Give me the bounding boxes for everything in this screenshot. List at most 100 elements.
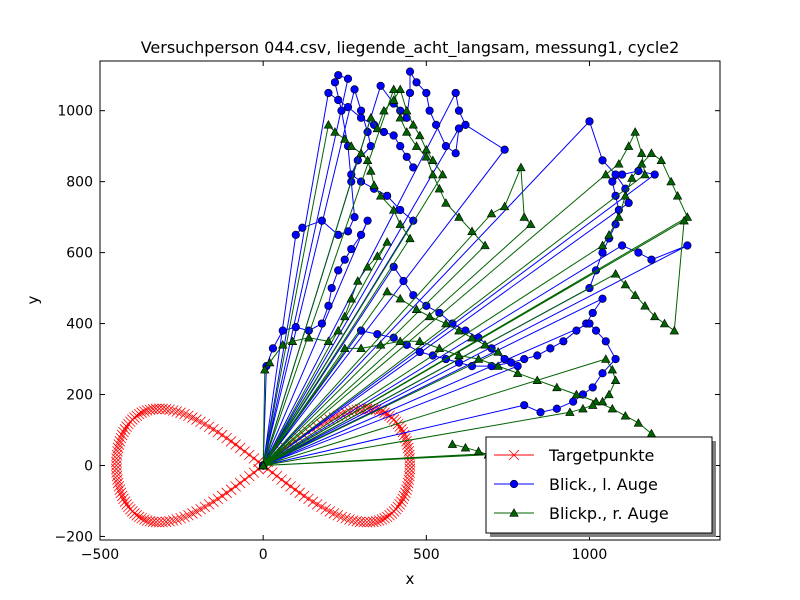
left-eye-point: [356, 230, 366, 239]
targetpunkt-marker: [136, 512, 147, 524]
left-eye-point: [598, 294, 607, 303]
right-eye-point: [415, 336, 425, 345]
right-eye-point: [340, 311, 350, 321]
right-eye-point: [620, 279, 631, 289]
right-eye-point: [395, 219, 405, 228]
targetpunkt-marker: [118, 426, 129, 438]
legend-marker: [508, 449, 520, 461]
targetpunkt-marker: [221, 487, 232, 499]
right-eye-point: [287, 336, 298, 345]
left-eye-point: [500, 354, 509, 364]
right-eye-point: [405, 233, 415, 243]
right-eye-point: [362, 155, 373, 165]
right-eye-point: [395, 84, 405, 94]
targetpunkt-marker: [401, 436, 412, 447]
targetpunkt-marker: [354, 516, 366, 528]
right-eye-point: [672, 191, 683, 200]
left-eye-point: [559, 337, 568, 346]
left-eye-point: [683, 241, 692, 250]
right-eye-point: [669, 325, 680, 335]
targetpunkt-marker: [171, 514, 183, 525]
targetpunkt-marker: [139, 514, 150, 525]
y-tick-label: 800: [66, 175, 93, 191]
right-eye-point: [610, 269, 621, 278]
left-eye-point: [278, 326, 287, 335]
left-eye-point: [585, 117, 594, 126]
targetpunkt-marker: [400, 487, 411, 499]
left-eye-point: [500, 145, 509, 154]
targetpunkt-marker: [116, 490, 128, 502]
right-eye-point: [258, 460, 268, 470]
targetpunkt-marker: [289, 484, 301, 495]
right-eye-point: [369, 180, 379, 189]
targetpunkt-marker: [298, 490, 310, 502]
right-eye-point: [636, 148, 647, 157]
right-eye-point: [437, 169, 448, 179]
right-eye-point: [408, 120, 418, 129]
targetpunkt-marker: [112, 442, 124, 454]
targetpunkt-marker: [303, 493, 314, 505]
targetpunkt-marker: [164, 404, 175, 416]
left-eye-point: [363, 216, 372, 225]
targetpunkt-marker: [216, 490, 228, 502]
left-eye-point: [520, 401, 529, 410]
right-eye-point: [601, 169, 611, 179]
targetpunkt-marker: [379, 512, 390, 524]
targetpunkt-marker: [221, 432, 232, 444]
right-eye-point: [630, 290, 640, 299]
right-eye-point: [516, 162, 526, 172]
targetpunkt-marker: [112, 477, 124, 489]
series-right-eye: [258, 84, 693, 470]
right-eye-point: [604, 389, 614, 399]
left-eye-point: [572, 326, 581, 335]
left-eye-point: [356, 113, 366, 122]
targetpunkt-marker: [212, 493, 224, 505]
left-eye-point: [432, 120, 441, 129]
targetpunkt-marker: [133, 511, 145, 523]
right-eye-point: [353, 276, 363, 285]
right-eye-point: [532, 375, 542, 384]
left-eye-point: [405, 67, 415, 76]
targetpunkt-marker: [175, 512, 186, 524]
right-eye-point: [620, 191, 631, 200]
right-eye-point: [467, 226, 477, 235]
left-eye-point: [350, 213, 359, 222]
y-tick-label: 0: [84, 458, 93, 474]
right-eye-point: [447, 439, 458, 448]
right-eye-point: [601, 354, 611, 363]
right-eye-point: [434, 183, 445, 193]
right-eye-point: [375, 191, 386, 200]
right-eye-point: [382, 286, 392, 296]
left-eye-point: [396, 142, 405, 151]
right-eye-point: [620, 410, 631, 420]
targetpunkt-marker: [141, 405, 153, 416]
targetpunkt-marker: [234, 442, 246, 454]
left-eye-point: [611, 170, 620, 179]
right-eye-point: [346, 293, 356, 303]
legend: Targetpunkte Blick., l. Auge Blickp., r. A…: [485, 436, 716, 537]
right-eye-point: [526, 219, 536, 228]
targetpunkt-marker: [114, 484, 126, 495]
targetpunkt-marker: [175, 407, 186, 418]
legend-marker: [509, 508, 519, 517]
targetpunkt-marker: [119, 424, 131, 435]
right-eye-point: [402, 127, 412, 136]
targetpunkt-marker: [113, 481, 125, 492]
targetpunkt-marker: [403, 474, 415, 485]
left-eye-point: [327, 283, 336, 293]
targetpunkt-marker: [340, 512, 351, 524]
right-eye-point: [379, 105, 389, 115]
right-eye-point: [441, 318, 451, 328]
targetpunkt-marker: [394, 499, 405, 510]
right-eye-point: [388, 84, 399, 94]
targetpunkt-marker: [230, 439, 241, 450]
left-eye-point: [356, 177, 366, 186]
targetpunkt-marker: [376, 514, 388, 525]
targetpunkt-marker: [187, 412, 198, 423]
left-eye-point: [618, 241, 627, 250]
targetpunkt-marker: [115, 432, 127, 444]
targetpunkt-marker: [344, 514, 355, 525]
right-eye-point: [480, 340, 490, 349]
right-eye-point: [499, 201, 510, 211]
right-eye-point: [512, 368, 523, 377]
